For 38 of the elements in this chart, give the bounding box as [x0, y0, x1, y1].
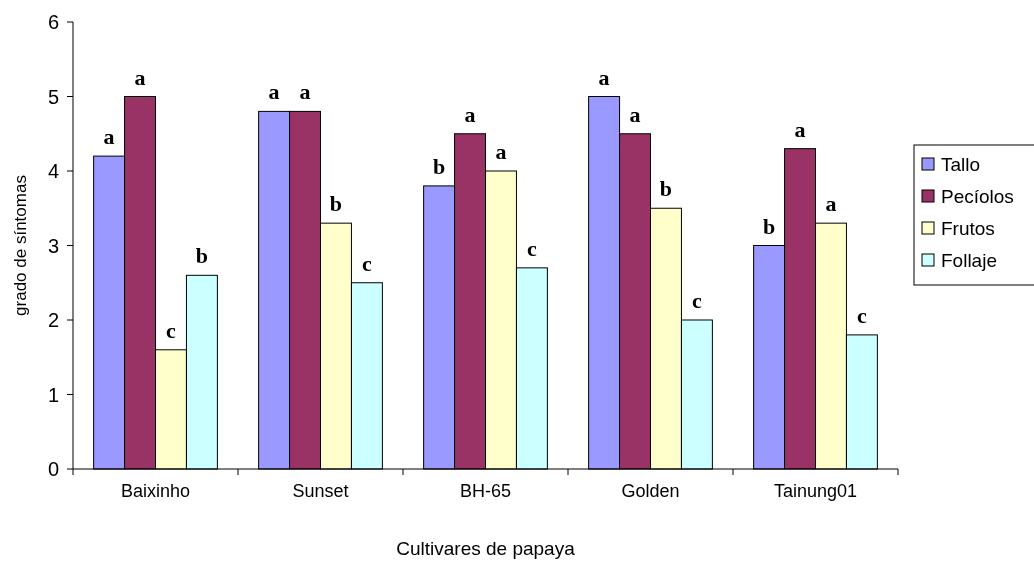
- x-tick-label: Golden: [621, 481, 680, 501]
- data-label: b: [762, 213, 776, 239]
- y-tick-label: 3: [47, 234, 59, 257]
- data-label: a: [268, 79, 280, 105]
- data-label: a: [134, 64, 146, 90]
- data-label: b: [329, 191, 343, 217]
- y-tick-label: 2: [47, 309, 59, 331]
- data-label: b: [659, 176, 673, 202]
- legend-label: Follaje: [941, 249, 997, 271]
- data-label: c: [166, 317, 177, 343]
- data-label: c: [692, 288, 703, 313]
- y-tick-label: 4: [47, 160, 59, 182]
- data-label: a: [629, 101, 641, 127]
- data-label: a: [103, 124, 115, 150]
- x-tick-label: Baixinho: [120, 481, 191, 501]
- data-label: a: [598, 64, 610, 90]
- legend-label: Frutos: [941, 217, 995, 239]
- data-label: a: [495, 139, 507, 164]
- data-label: c: [362, 250, 373, 276]
- data-label: a: [794, 116, 806, 142]
- y-axis-title: grado de síntomas: [11, 175, 30, 316]
- data-label: a: [464, 101, 476, 127]
- y-tick-label: 5: [47, 85, 59, 108]
- legend-label: Tallo: [941, 153, 981, 175]
- data-label: a: [825, 191, 837, 217]
- data-label: c: [857, 302, 868, 328]
- x-tick-label: BH-65: [459, 481, 512, 501]
- data-label: b: [195, 243, 209, 269]
- x-axis-title: Cultivares de papaya: [396, 538, 576, 559]
- data-label: a: [299, 79, 311, 105]
- y-tick-label: 0: [47, 458, 59, 480]
- x-tick-label: Tainung01: [773, 481, 858, 501]
- y-tick-label: 6: [47, 11, 59, 33]
- data-label: c: [527, 235, 538, 261]
- x-tick-label: Sunset: [292, 481, 349, 501]
- y-tick-label: 1: [47, 383, 59, 406]
- legend-label: Pecíolos: [941, 185, 1014, 207]
- data-label: b: [432, 153, 446, 179]
